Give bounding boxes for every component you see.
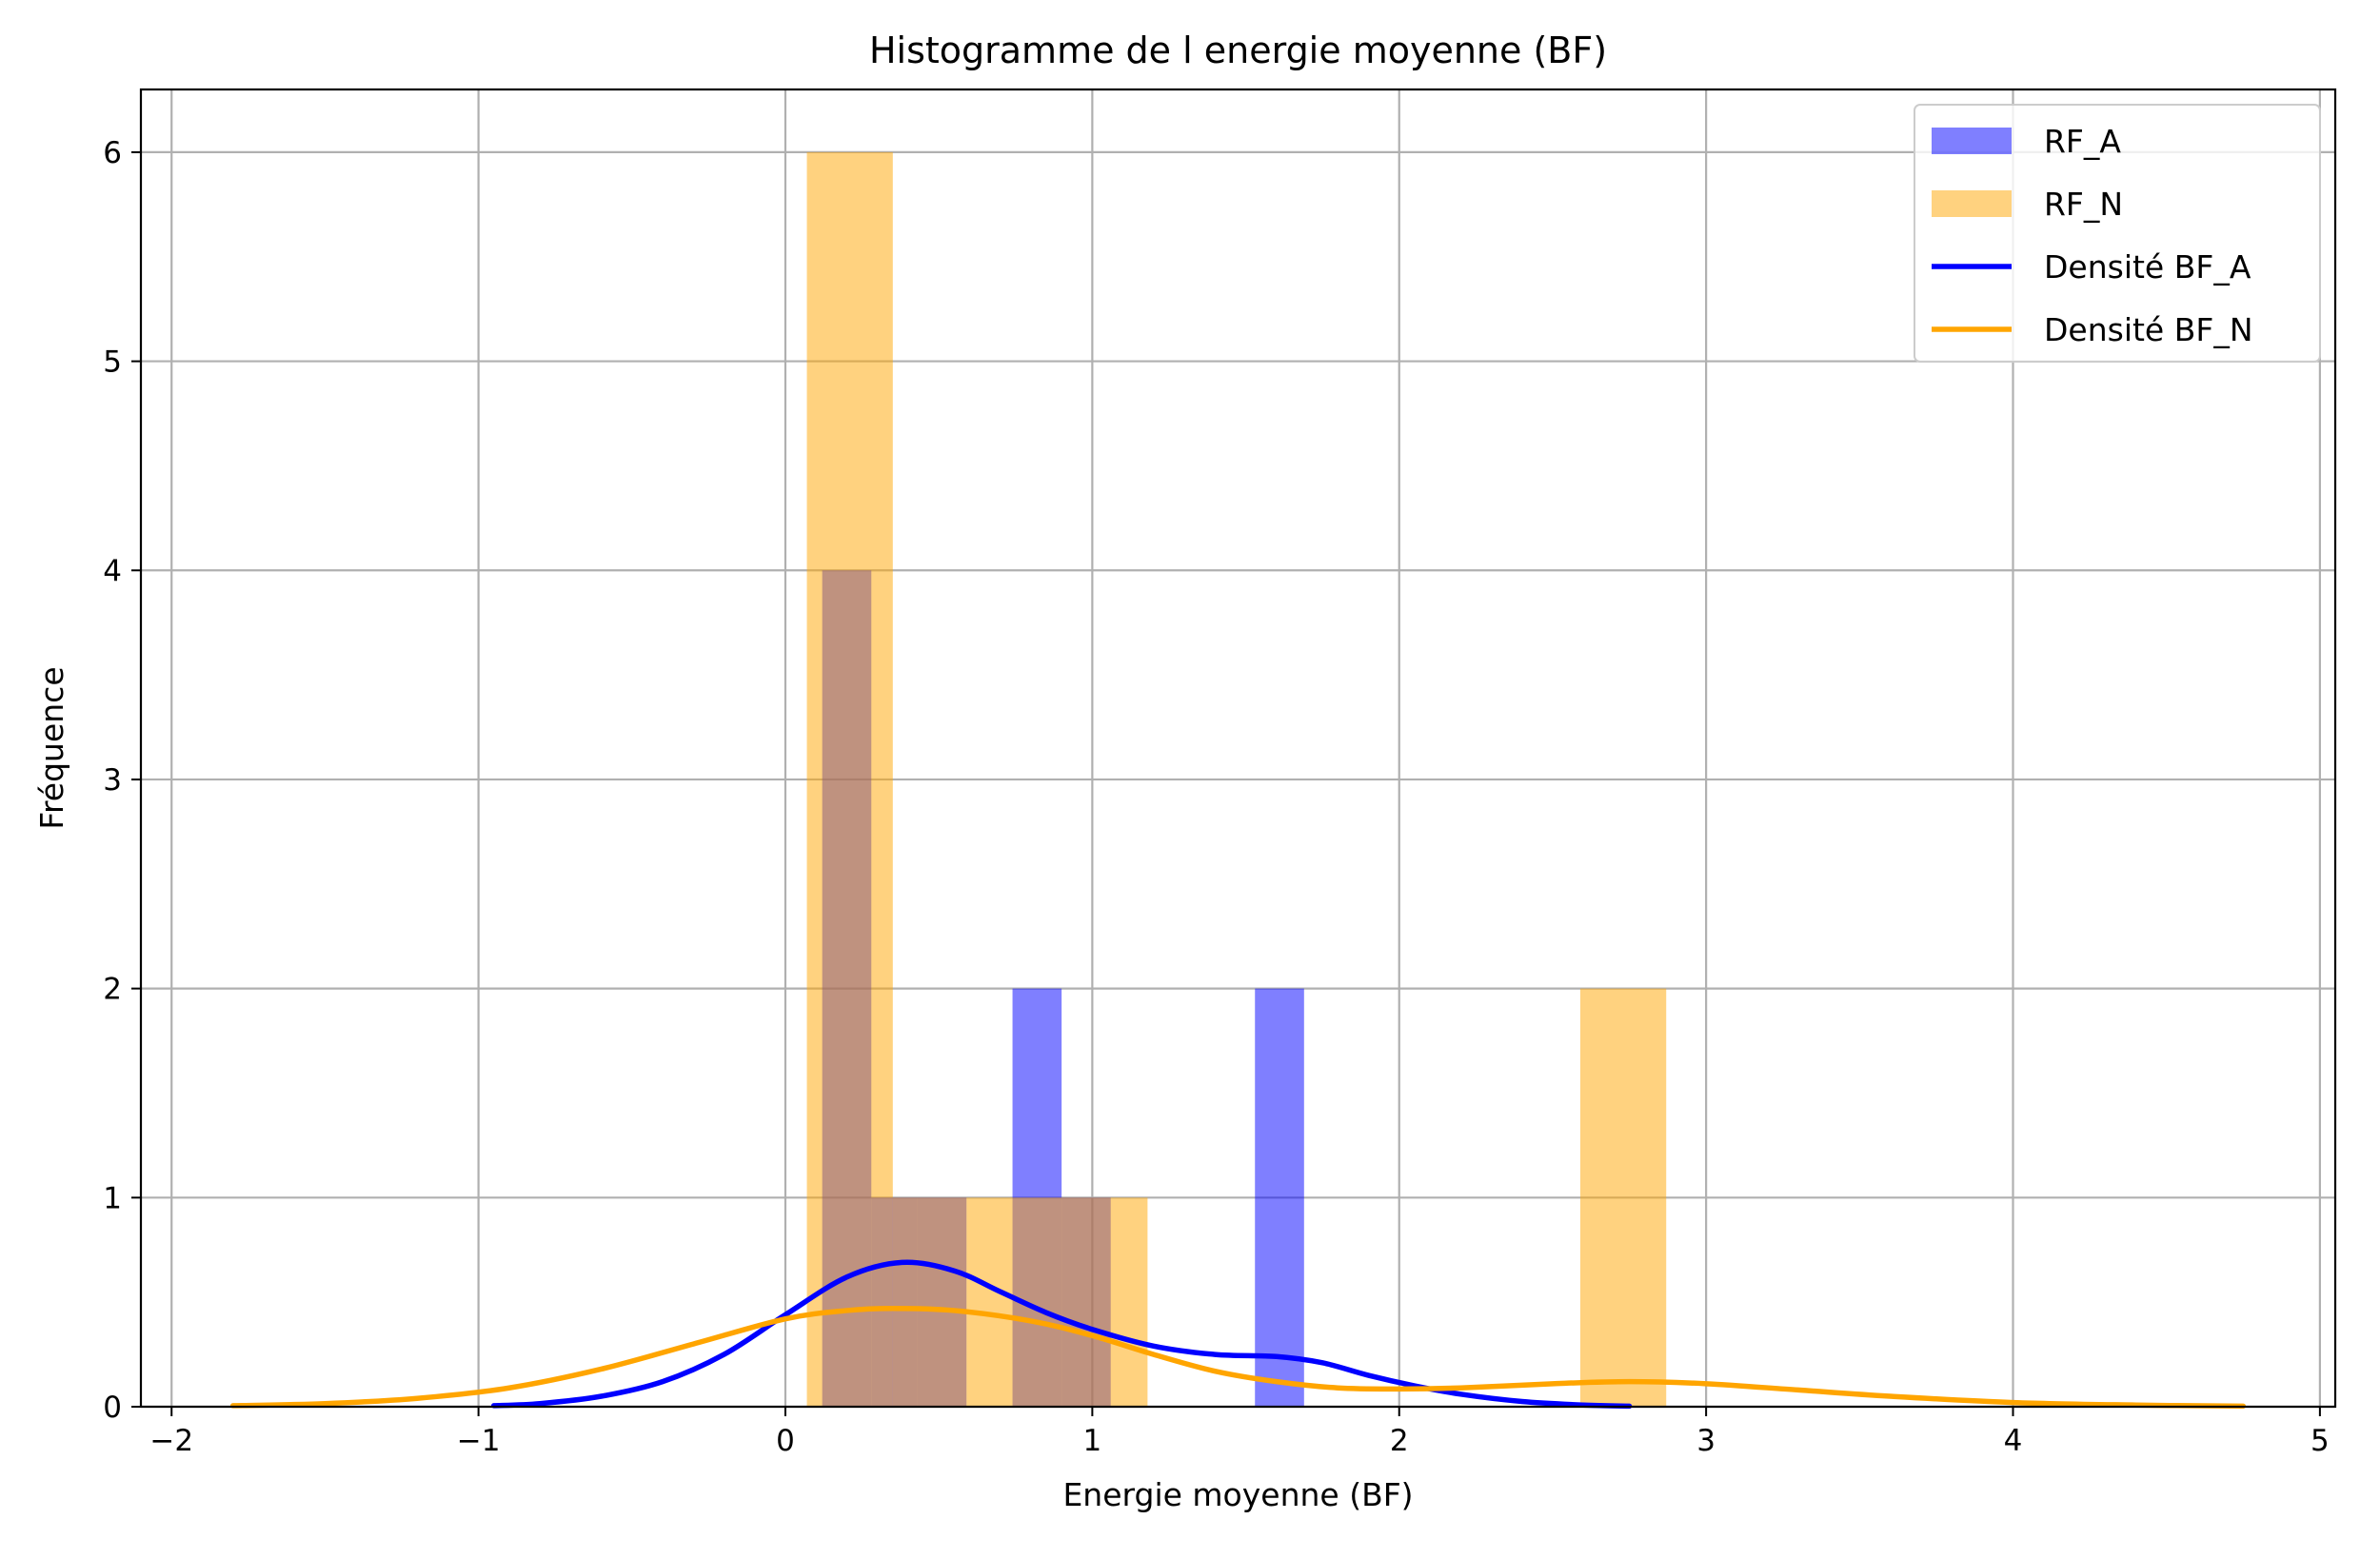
x-tick-label: 4: [2004, 1424, 2023, 1458]
x-tick-label: −1: [457, 1424, 501, 1458]
histogram-bars: [806, 151, 1667, 1407]
plot-frame: [139, 88, 2337, 1409]
density-line-densit-bf-n: [229, 1306, 2247, 1410]
y-tick-label: 3: [103, 763, 122, 798]
y-tick-label: 1: [103, 1181, 122, 1215]
bar-rf-n: [966, 1197, 1148, 1407]
y-tick-label: 5: [103, 345, 122, 380]
y-tick-label: 0: [103, 1391, 122, 1425]
x-tick-label: 1: [1083, 1424, 1102, 1458]
y-tick-label: 2: [103, 973, 122, 1007]
legend-label: RF_A: [2044, 123, 2121, 160]
legend-label: Densité BF_N: [2044, 311, 2253, 348]
bar-rf-n: [1579, 988, 1667, 1407]
bar-rf-n: [892, 1197, 967, 1407]
bar-rf-a: [1255, 988, 1304, 1407]
legend-label: RF_N: [2044, 186, 2123, 223]
y-axis-label: Fréquence: [33, 666, 70, 829]
legend-label: Densité BF_A: [2044, 248, 2251, 286]
x-tick-label: 2: [1390, 1424, 1409, 1458]
x-tick-label: −2: [149, 1424, 193, 1458]
y-tick-label: 6: [103, 136, 122, 170]
chart-title: Histogramme de l energie moyenne (BF): [869, 30, 1607, 71]
x-tick-label: 0: [776, 1424, 795, 1458]
x-tick-label: 3: [1696, 1424, 1716, 1458]
x-tick-label: 5: [2311, 1424, 2330, 1458]
x-axis-label: Energie moyenne (BF): [1062, 1476, 1413, 1513]
legend: RF_A RF_N Densité BF_A Densité BF_N: [1914, 104, 2321, 363]
axis-ticks: −2 −1 0 1 2 3 4 5 0 1 2 3 4 5 6: [103, 136, 2329, 1458]
legend-box: [1914, 104, 2321, 363]
legend-swatch: [1932, 190, 2012, 217]
bar-rf-n: [806, 151, 893, 1407]
y-tick-label: 4: [103, 554, 122, 588]
density-lines: [229, 1259, 2247, 1410]
legend-swatch: [1932, 128, 2012, 154]
